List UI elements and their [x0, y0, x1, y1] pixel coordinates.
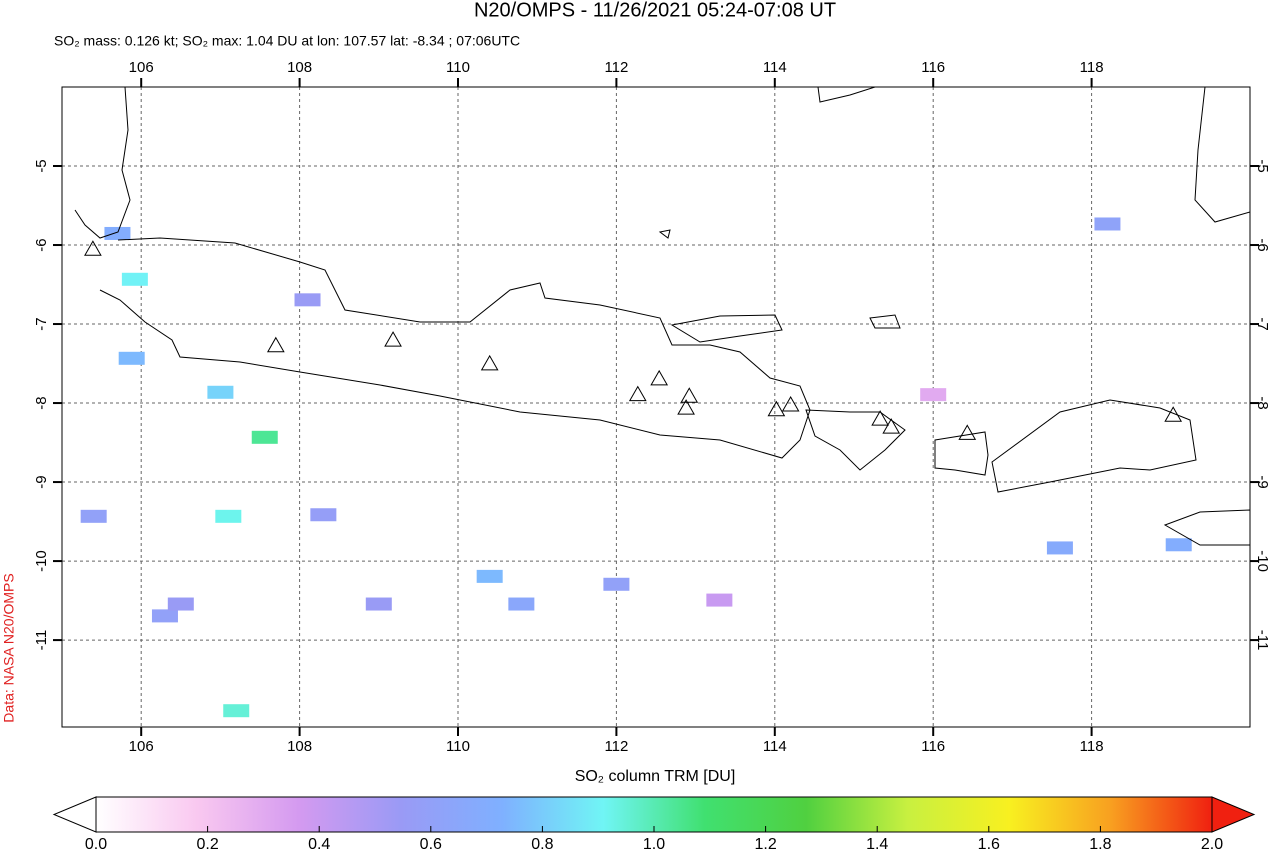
x-tick-label: 114: [763, 738, 787, 755]
so2-pixel: [121, 272, 148, 286]
coast-sumatra: [74, 87, 131, 239]
colorbar-tick-label: 1.6: [978, 836, 1000, 853]
volcano: [882, 418, 901, 434]
so2-pixel: [603, 577, 630, 591]
volcano: [677, 399, 695, 415]
y-tick-label: -10: [1254, 550, 1271, 572]
volcanoes: [84, 240, 1183, 440]
coast-bali: [805, 409, 906, 471]
volcano: [650, 369, 669, 386]
y-tick-label: -8: [1254, 396, 1271, 409]
coastlines: [74, 87, 1250, 546]
x-tick-label: 108: [287, 59, 312, 76]
colorbar-label: SO₂ column TRM [DU]: [575, 768, 736, 785]
y-tick-label: -7: [1254, 317, 1271, 330]
x-tick-label: 112: [604, 59, 628, 76]
x-tick-label: 110: [446, 738, 470, 755]
so2-pixel: [118, 351, 145, 365]
volcano: [767, 400, 786, 417]
so2-pixel: [706, 593, 733, 607]
volcano: [680, 387, 699, 403]
volcano: [480, 354, 499, 371]
coast-flores: [1163, 509, 1250, 546]
colorbar-tick-label: 1.4: [866, 836, 888, 853]
coast-lombok: [934, 431, 989, 476]
colorbar-tick-label: 0.0: [85, 836, 107, 853]
colorbar: 0.0 0.2 0.4 0.6 0.8 1.0 1.2 1.4 1.6 1.8 2.0: [52, 796, 1256, 853]
colorbar-tick-label: 1.2: [754, 836, 776, 853]
coast-sumbawa: [991, 399, 1197, 493]
volcano: [266, 336, 285, 353]
y-tick-label: -11: [33, 630, 50, 651]
so2-pixel: [207, 385, 234, 399]
y-tick-label: -9: [33, 475, 50, 488]
volcano: [628, 385, 647, 402]
volcano: [871, 410, 889, 426]
coast-java: [99, 237, 811, 459]
so2-pixel: [1165, 538, 1192, 552]
x-tick-label: 118: [1080, 59, 1104, 76]
so2-pixel: [476, 569, 503, 583]
side-label: Data: NASA N20/OMPS: [1, 573, 17, 722]
so2-pixel: [1094, 217, 1121, 231]
plot-frame: [61, 86, 1251, 728]
x-tick-label: 112: [604, 738, 628, 755]
volcano: [1164, 406, 1183, 422]
colorbar-over: [1211, 796, 1256, 833]
grid: [62, 87, 1250, 727]
so2-pixels: [80, 217, 1192, 718]
x-tick-label: 116: [921, 738, 945, 755]
y-tick-label: -8: [33, 396, 50, 409]
so2-pixel: [104, 226, 131, 240]
colorbar-tick-label: 0.4: [308, 836, 330, 853]
y-tick-label: -9: [1254, 475, 1271, 488]
colorbar-tick-label: 0.2: [196, 836, 218, 853]
so2-pixel: [920, 388, 947, 402]
colorbar-tick-label: 1.0: [643, 836, 665, 853]
colorbar-tick-label: 1.8: [1089, 836, 1111, 853]
volcano: [781, 395, 800, 412]
so2-pixel: [310, 508, 337, 522]
x-tick-label: 114: [763, 59, 787, 76]
volcano: [384, 331, 402, 347]
coast-islets: [658, 229, 901, 329]
y-tick-label: -7: [33, 317, 50, 330]
colorbar-tick-label: 0.6: [420, 836, 442, 853]
y-tick-label: -5: [33, 159, 50, 172]
y-tick-label: -6: [33, 238, 50, 251]
so2-pixel: [215, 509, 242, 523]
colorbar-under: [52, 796, 97, 833]
so2-pixel: [251, 430, 278, 444]
y-tick-label: -10: [33, 550, 50, 572]
x-tick-label: 108: [287, 738, 312, 755]
y-tick-label: -6: [1254, 238, 1271, 251]
so2-pixel: [223, 704, 250, 718]
y-tick-label: -11: [1254, 630, 1271, 651]
x-tick-label: 106: [129, 738, 154, 755]
x-tick-label: 106: [129, 59, 154, 76]
x-tick-label: 118: [1080, 738, 1104, 755]
coast-madura: [670, 314, 783, 343]
chart-subtitle: SO₂ mass: 0.126 kt; SO₂ max: 1.04 DU at …: [54, 33, 520, 49]
x-tick-label: 116: [921, 59, 945, 76]
volcano: [84, 240, 102, 256]
so2-pixel: [294, 293, 321, 307]
y-tick-label: -5: [1254, 159, 1271, 172]
so2-pixel: [167, 597, 194, 611]
coast-borneo: [817, 87, 1250, 223]
so2-pixel: [151, 609, 178, 623]
so2-pixel: [1046, 541, 1073, 555]
volcano: [958, 424, 977, 440]
so2-pixel: [365, 597, 392, 611]
so2-pixel: [80, 509, 107, 523]
axes: 106 106 108 108 110 110 112 112 114 114 116 116 118 1…: [33, 59, 1271, 755]
x-tick-label: 110: [446, 59, 470, 76]
colorbar-tick-label: 2.0: [1201, 836, 1223, 853]
so2-pixel: [508, 597, 535, 611]
chart-title: N20/OMPS - 11/26/2021 05:24-07:08 UT: [474, 0, 836, 21]
colorbar-tick-label: 0.8: [531, 836, 553, 853]
